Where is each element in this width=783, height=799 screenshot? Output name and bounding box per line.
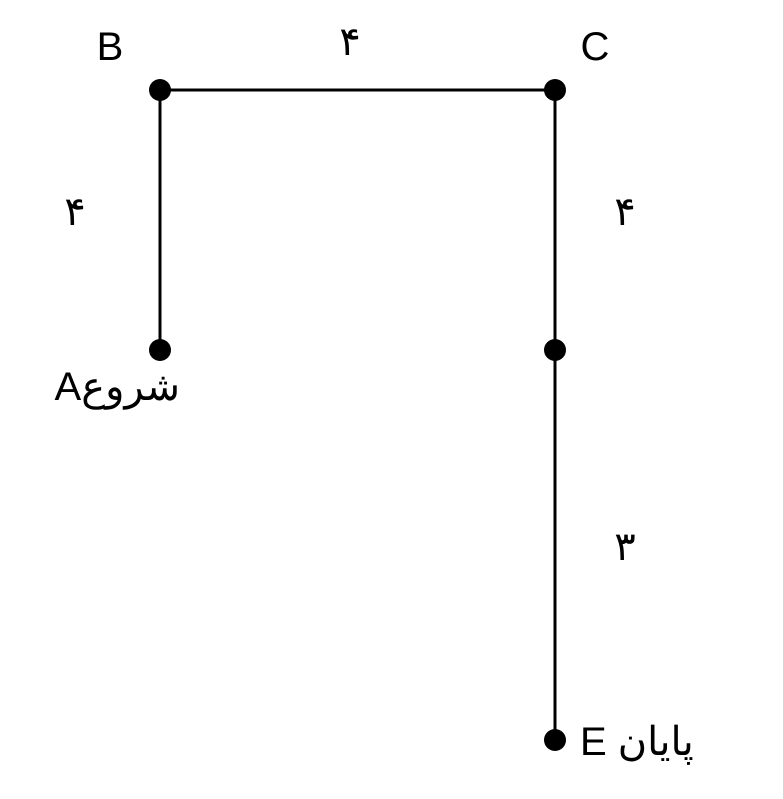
edge-weight-D-E: ۳ [614, 525, 635, 569]
edge-weight-C-D: ۴ [614, 190, 635, 234]
node-label-C: C [581, 25, 610, 69]
node-E [544, 729, 566, 751]
node-A [149, 339, 171, 361]
node-B [149, 79, 171, 101]
graph-diagram: ۴ ۴ ۴ ۳ B C Aشروع E پایان [0, 0, 783, 799]
edge-weight-B-C: ۴ [339, 20, 360, 64]
node-label-A: Aشروع [55, 365, 180, 410]
edge-weight-A-B: ۴ [64, 190, 85, 234]
node-C [544, 79, 566, 101]
diagram-container: ۴ ۴ ۴ ۳ B C Aشروع E پایان [0, 0, 783, 799]
node-D [544, 339, 566, 361]
node-label-E: E پایان [580, 720, 694, 765]
node-label-B: B [97, 25, 124, 69]
